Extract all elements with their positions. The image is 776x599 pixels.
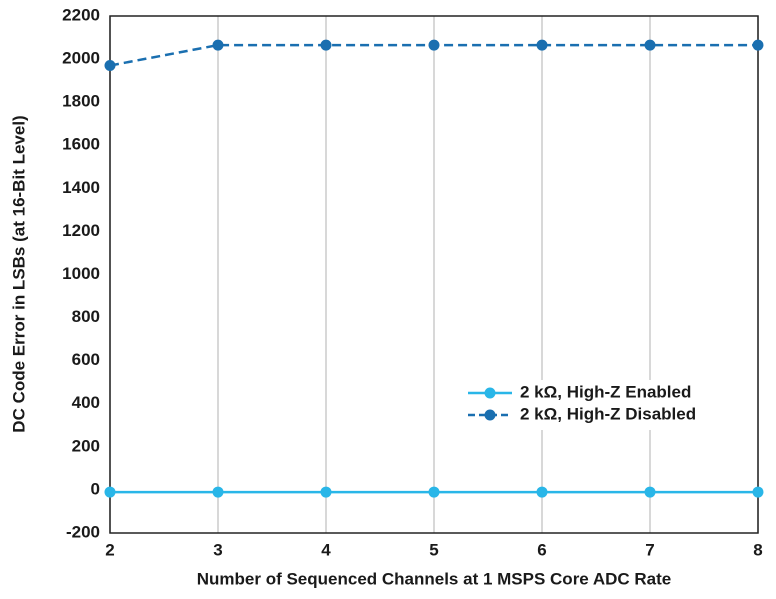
- x-tick-label: 6: [537, 540, 546, 559]
- y-tick-label: 0: [91, 479, 100, 498]
- data-point: [536, 39, 548, 51]
- y-tick-label: 400: [72, 393, 100, 412]
- data-point: [536, 486, 548, 498]
- data-point: [752, 39, 764, 51]
- data-point: [644, 39, 656, 51]
- legend-marker: [484, 409, 496, 421]
- plot-frame: [109, 15, 759, 534]
- x-tick-label: 4: [321, 540, 331, 559]
- legend-box: [460, 380, 730, 430]
- data-point: [428, 486, 440, 498]
- y-tick-label: 800: [72, 307, 100, 326]
- x-axis-title: Number of Sequenced Channels at 1 MSPS C…: [197, 569, 672, 588]
- data-point: [752, 486, 764, 498]
- data-point: [644, 486, 656, 498]
- data-point: [212, 39, 224, 51]
- legend-marker: [484, 387, 496, 399]
- y-tick-label: 1600: [62, 135, 100, 154]
- data-point: [320, 486, 332, 498]
- y-tick-label: -200: [66, 522, 100, 541]
- legend-label: 2 kΩ, High-Z Enabled: [520, 382, 691, 401]
- data-point: [104, 60, 116, 72]
- y-tick-label: 1800: [62, 92, 100, 111]
- data-point: [212, 486, 224, 498]
- y-axis-title: DC Code Error in LSBs (at 16-Bit Level): [9, 115, 28, 432]
- y-tick-label: 2000: [62, 49, 100, 68]
- data-point: [104, 486, 116, 498]
- y-tick-label: 2200: [62, 5, 100, 24]
- data-point: [320, 39, 332, 51]
- legend-label: 2 kΩ, High-Z Disabled: [520, 404, 696, 423]
- x-tick-label: 3: [213, 540, 222, 559]
- y-tick-label: 1400: [62, 178, 100, 197]
- y-tick-label: 200: [72, 436, 100, 455]
- y-tick-label: 1000: [62, 264, 100, 283]
- x-tick-label: 2: [105, 540, 114, 559]
- x-tick-label: 8: [753, 540, 762, 559]
- y-tick-label: 600: [72, 350, 100, 369]
- x-tick-label: 5: [429, 540, 438, 559]
- y-tick-label: 1200: [62, 221, 100, 240]
- data-point: [428, 39, 440, 51]
- x-tick-label: 7: [645, 540, 654, 559]
